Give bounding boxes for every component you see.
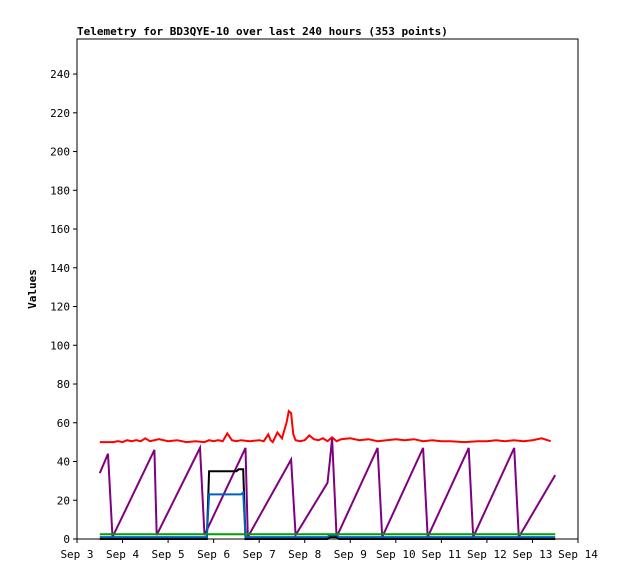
x-tick-label: Sep 10 [376,548,416,561]
x-tick-label: Sep 3 [60,548,93,561]
series-line-1 [99,409,552,444]
x-tick-label: Sep 13 [513,548,553,561]
y-tick-label: 120 [50,301,70,314]
x-tick-label: Sep 12 [467,548,507,561]
series-group [98,409,557,541]
x-tick-label: Sep 5 [152,548,185,561]
y-tick-label: 60 [57,417,70,430]
chart-title: Telemetry for BD3QYE-10 over last 240 ho… [77,25,448,38]
series-line-2 [98,438,557,541]
y-tick-label: 180 [50,184,70,197]
y-tick-label: 220 [50,107,70,120]
x-axis-ticks: Sep 3 Sep 4 Sep 5 Sep 6 Sep 7 Sep 8 Sep 9 Sep 1… [60,539,598,561]
y-tick-label: 160 [50,223,70,236]
x-tick-label: Sep 4 [106,548,139,561]
y-tick-label: 100 [50,339,70,352]
y-tick-label: 40 [57,456,70,469]
x-tick-label: Sep 7 [243,548,276,561]
y-axis-label: Values [26,269,39,309]
y-tick-label: 140 [50,262,70,275]
y-tick-label: 20 [57,494,70,507]
y-tick-label: 80 [57,378,70,391]
plot-frame [76,38,579,540]
x-tick-label: Sep 6 [197,548,230,561]
y-tick-label: 0 [63,533,70,546]
series-line-4 [99,490,556,539]
y-axis-ticks: 0 20 40 60 80 100 120 140 160 180 200 220 240 [50,68,77,546]
y-tick-label: 200 [50,146,70,159]
x-tick-label: Sep 14 [558,548,598,561]
x-tick-label: Sep 9 [334,548,367,561]
y-tick-label: 240 [50,68,70,81]
x-tick-label: Sep 11 [421,548,461,561]
x-tick-label: Sep 8 [288,548,321,561]
